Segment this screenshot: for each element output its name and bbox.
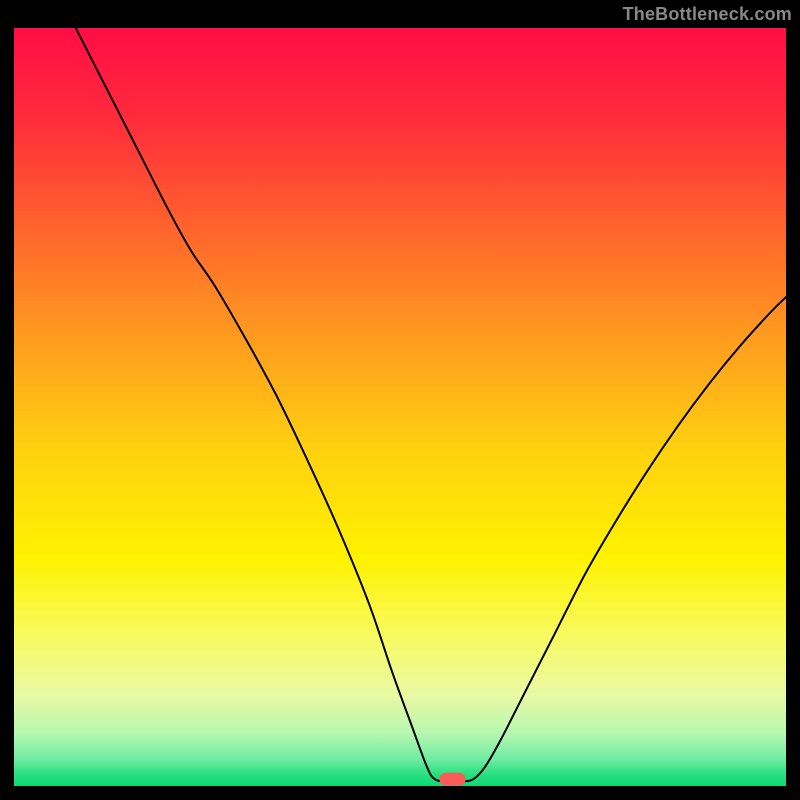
watermark-text: TheBottleneck.com bbox=[623, 4, 792, 25]
plot-background bbox=[14, 28, 786, 786]
bottleneck-chart bbox=[0, 0, 800, 800]
optimal-marker bbox=[439, 773, 465, 786]
chart-container: TheBottleneck.com bbox=[0, 0, 800, 800]
